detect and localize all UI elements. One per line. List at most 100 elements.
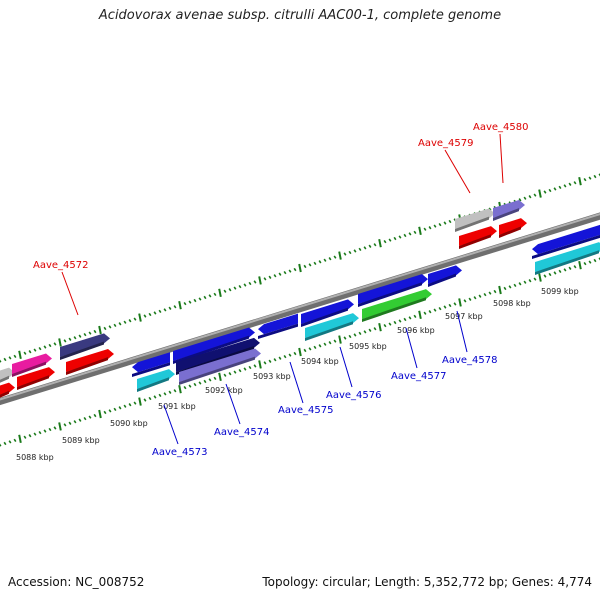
- lower-tick: [533, 277, 537, 281]
- lower-tick: [498, 285, 502, 295]
- lower-tick: [98, 409, 102, 419]
- lower-tick: [353, 333, 357, 337]
- lower-tick: [3, 441, 7, 446]
- upper-tick: [98, 325, 102, 335]
- upper-tick: [8, 356, 12, 360]
- lower-tick: [303, 348, 307, 353]
- upper-tick: [578, 177, 582, 186]
- upper-tick: [143, 314, 147, 318]
- upper-tick: [123, 320, 127, 324]
- leader-line: [289, 361, 304, 404]
- upper-tick: [528, 195, 532, 199]
- scale-label: 5092 kbp: [205, 386, 243, 395]
- gene-label: Aave_4573: [152, 447, 208, 458]
- scale-label: 5093 kbp: [253, 372, 291, 381]
- gene-block: [132, 352, 170, 373]
- lower-tick: [333, 339, 337, 343]
- upper-tick: [18, 350, 22, 359]
- lower-tick: [173, 389, 177, 393]
- upper-tick: [173, 305, 177, 309]
- lower-tick: [598, 257, 600, 261]
- upper-tick: [518, 198, 522, 202]
- gene-block: [532, 224, 600, 255]
- gene-block-shadow: [499, 226, 521, 238]
- upper-tick: [253, 280, 257, 284]
- upper-tick: [388, 238, 392, 242]
- lower-tick: [438, 306, 442, 311]
- scale-label: 5097 kbp: [445, 312, 483, 321]
- lower-tick: [383, 324, 387, 328]
- gene-block: [362, 289, 432, 319]
- lower-tick: [358, 331, 362, 336]
- upper-tick: [408, 232, 412, 236]
- upper-tick: [568, 182, 572, 186]
- upper-tick: [598, 173, 600, 177]
- lower-tick: [243, 367, 247, 371]
- lower-tick: [23, 435, 27, 439]
- upper-tick: [358, 247, 362, 252]
- lower-tick: [108, 409, 112, 413]
- upper-tick: [243, 283, 247, 287]
- scale-label: 5090 kbp: [110, 419, 148, 428]
- lower-tick: [203, 379, 207, 384]
- lower-tick: [143, 398, 147, 402]
- lower-tick: [453, 302, 457, 306]
- genome-backbone: [0, 212, 600, 406]
- upper-tick: [213, 292, 217, 296]
- gene-block: [173, 327, 255, 361]
- upper-tick: [88, 331, 92, 335]
- lower-tick-track: [0, 257, 600, 447]
- upper-tick: [68, 337, 72, 341]
- lower-tick: [398, 319, 402, 323]
- upper-tick: [13, 354, 17, 358]
- upper-tick: [273, 274, 277, 278]
- upper-tick: [333, 255, 337, 259]
- upper-tick: [593, 174, 597, 179]
- upper-tick: [398, 235, 402, 239]
- upper-tick: [38, 346, 42, 351]
- upper-tick: [48, 343, 52, 348]
- leader-line: [499, 133, 504, 184]
- lower-tick: [218, 372, 222, 381]
- upper-tick: [348, 250, 352, 255]
- leader-line: [163, 404, 179, 445]
- upper-tick: [178, 301, 182, 310]
- gene-block-shadow: [532, 234, 600, 259]
- leader-line: [225, 383, 241, 425]
- gene-block-shadow: [258, 323, 298, 339]
- upper-tick: [548, 188, 552, 193]
- lower-tick: [33, 432, 37, 436]
- upper-tick: [183, 302, 187, 306]
- gene-block: [455, 208, 495, 229]
- lower-tick: [518, 282, 522, 286]
- upper-tick: [223, 289, 227, 293]
- lower-tick: [553, 271, 557, 275]
- lower-tick: [38, 430, 42, 435]
- lower-tick: [513, 283, 517, 287]
- gene-label: Aave_4579: [418, 138, 474, 149]
- upper-tick: [148, 312, 152, 317]
- upper-tick: [83, 333, 87, 337]
- upper-tick: [523, 196, 527, 200]
- lower-tick: [58, 422, 62, 431]
- lower-tick: [483, 293, 487, 297]
- gene-block: [301, 299, 354, 324]
- lower-tick: [253, 364, 257, 368]
- scale-label: 5091 kbp: [158, 402, 196, 411]
- upper-tick: [393, 236, 397, 241]
- lower-tick: [583, 262, 587, 266]
- lower-tick: [443, 305, 447, 309]
- upper-tick: [208, 294, 212, 298]
- lower-tick: [408, 316, 412, 320]
- upper-tick: [288, 269, 292, 273]
- gene-block-shadow: [179, 356, 255, 385]
- lower-tick: [588, 260, 592, 264]
- lower-tick: [43, 429, 47, 433]
- upper-tick: [193, 298, 197, 303]
- upper-tick: [448, 219, 452, 224]
- gene-block-shadow: [362, 297, 426, 322]
- lower-tick: [93, 413, 97, 418]
- upper-tick: [433, 224, 437, 228]
- lower-tick: [298, 347, 302, 357]
- lower-tick: [313, 345, 317, 349]
